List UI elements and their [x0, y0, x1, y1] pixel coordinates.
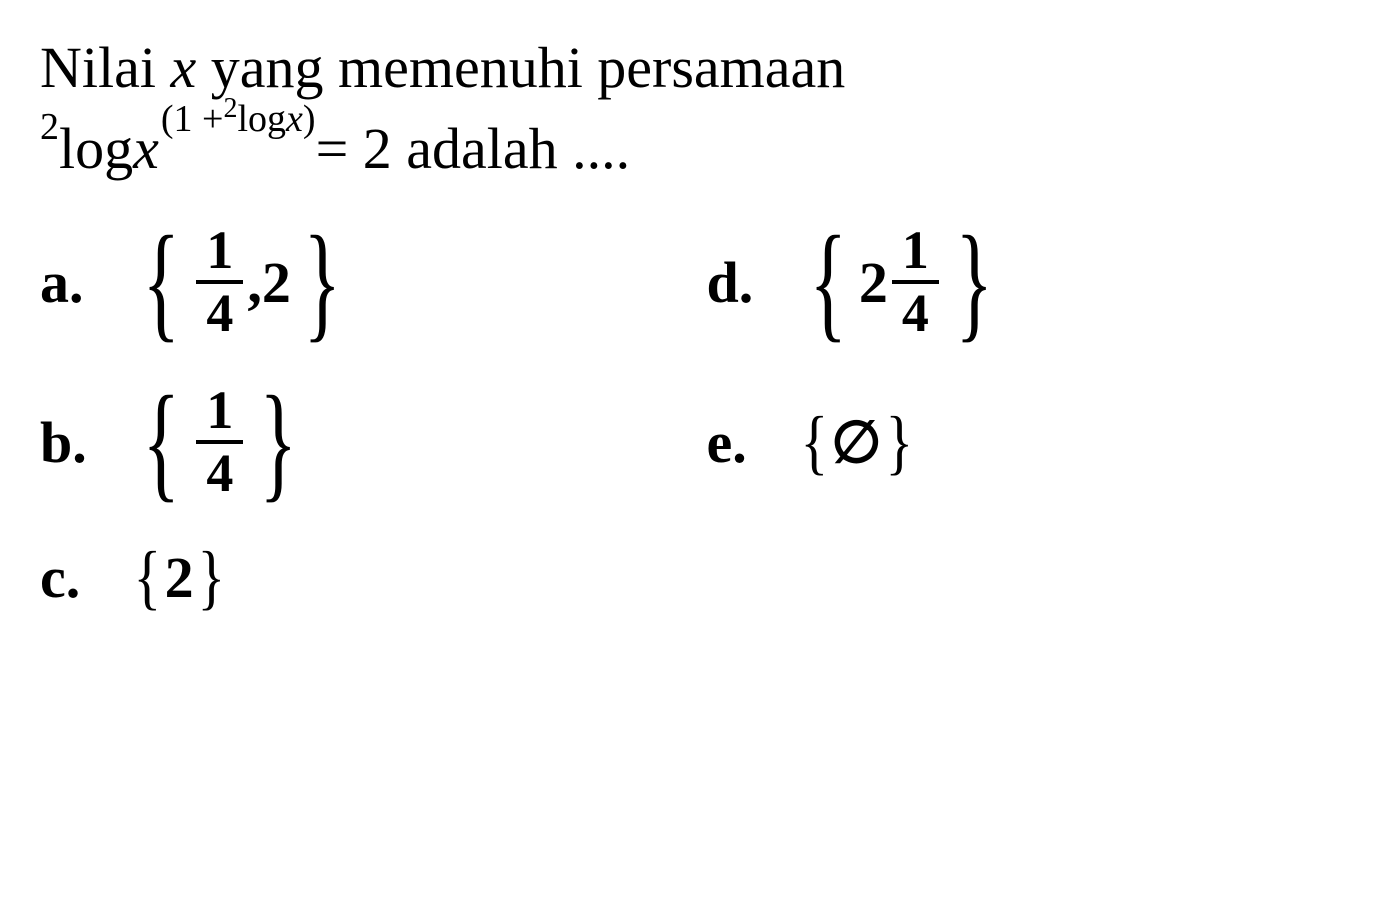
option-a: a. { 1 4 , 2 } — [40, 212, 667, 352]
option-e-value: { ∅ } — [797, 406, 917, 478]
brace-right-icon: } — [197, 541, 225, 613]
fraction-b: 1 4 — [196, 381, 243, 504]
brace-left-icon: { — [809, 237, 846, 328]
option-e-content: ∅ — [831, 408, 882, 476]
options-grid: a. { 1 4 , 2 } d. { 2 — [40, 212, 1333, 622]
option-b-content: 1 4 — [192, 381, 247, 504]
equation: 2 log x (1 + 2 log x ) = 2 adalah .... — [40, 115, 1333, 182]
brace-right-icon: } — [955, 237, 992, 328]
exp-close: ) — [303, 97, 316, 141]
exp-open: (1 + — [161, 97, 224, 141]
option-d-value: { 2 1 4 } — [797, 221, 1006, 344]
brace-left-icon: { — [800, 406, 828, 478]
option-d: d. { 2 1 4 } — [707, 212, 1334, 352]
question-container: Nilai x yang memenuhi persamaan 2 log x … — [40, 30, 1333, 622]
brace-right-icon: } — [885, 406, 913, 478]
fraction-d: 1 4 — [892, 221, 939, 344]
fraction-a-den: 4 — [196, 284, 243, 343]
option-c-label: c. — [40, 544, 90, 611]
option-b-value: { 1 4 } — [130, 381, 310, 504]
option-e: e. { ∅ } — [707, 372, 1334, 512]
option-b-label: b. — [40, 409, 90, 476]
question-text-part1: Nilai — [40, 35, 170, 100]
fraction-d-den: 4 — [892, 284, 939, 343]
equation-suffix: = 2 adalah .... — [316, 115, 631, 182]
log-text: log — [59, 115, 133, 182]
brace-right-icon: } — [260, 397, 297, 488]
option-d-label: d. — [707, 249, 757, 316]
log-arg: x — [133, 115, 159, 182]
option-a-comma: , — [247, 249, 262, 316]
option-c: c. { 2 } — [40, 532, 667, 622]
exp-log-text: log — [237, 97, 286, 141]
fraction-a-num: 1 — [196, 221, 243, 284]
option-a-second: 2 — [262, 249, 291, 316]
question-text-part2: yang memenuhi persamaan — [196, 35, 845, 100]
brace-left-icon: { — [133, 541, 161, 613]
fraction-a: 1 4 — [196, 221, 243, 344]
exponent-group: (1 + 2 log x ) — [161, 97, 316, 141]
option-a-value: { 1 4 , 2 } — [130, 221, 353, 344]
question-var-x: x — [170, 35, 196, 100]
brace-right-icon: } — [303, 237, 340, 328]
brace-left-icon: { — [142, 237, 179, 328]
option-e-label: e. — [707, 409, 757, 476]
fraction-b-den: 4 — [196, 444, 243, 503]
option-a-content: 1 4 , 2 — [192, 221, 291, 344]
fraction-d-num: 1 — [892, 221, 939, 284]
log-base: 2 — [40, 105, 59, 149]
option-a-label: a. — [40, 249, 90, 316]
option-d-whole: 2 — [859, 249, 888, 316]
brace-left-icon: { — [142, 397, 179, 488]
option-b: b. { 1 4 } — [40, 372, 667, 512]
fraction-b-num: 1 — [196, 381, 243, 444]
option-d-content: 2 1 4 — [859, 221, 943, 344]
exp-log-arg: x — [286, 97, 303, 141]
exp-log-base: 2 — [223, 93, 237, 125]
option-c-value: { 2 } — [130, 541, 228, 613]
option-c-content: 2 — [165, 544, 194, 611]
